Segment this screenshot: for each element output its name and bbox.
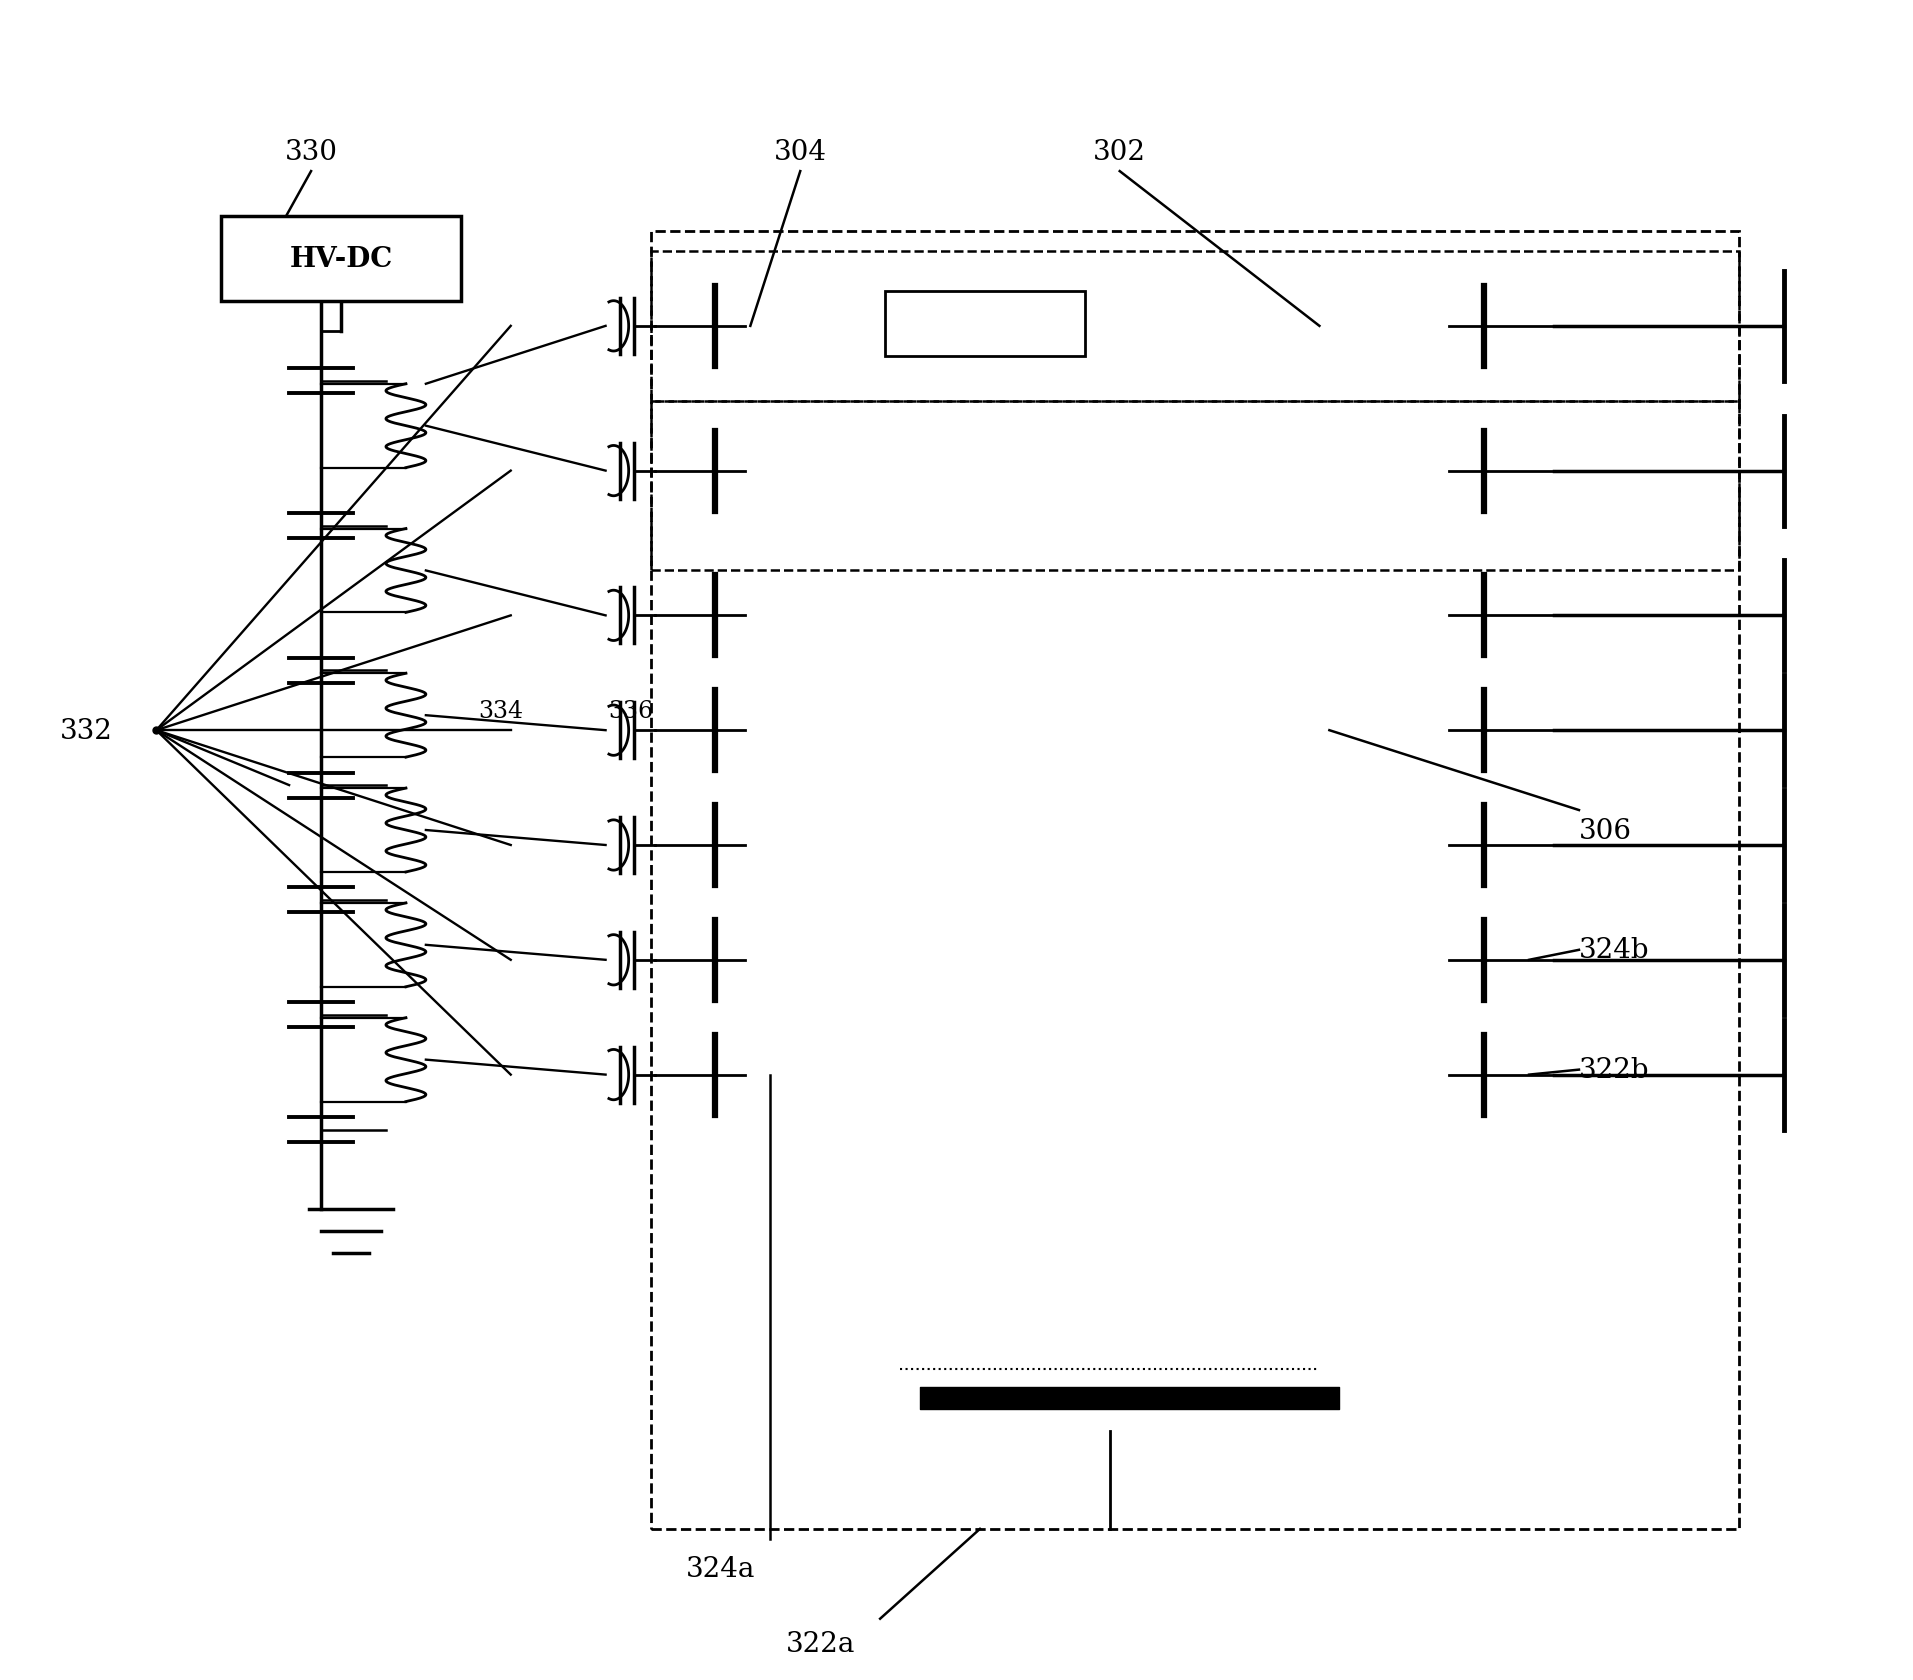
Text: 324b: 324b [1578, 937, 1649, 964]
Text: 322a: 322a [786, 1630, 855, 1656]
Bar [222, 217, 461, 302]
Text: 336: 336 [608, 699, 652, 722]
Text: 304: 304 [773, 138, 826, 166]
Bar [650, 402, 1739, 571]
Text: 334: 334 [478, 699, 524, 722]
Text: 322b: 322b [1578, 1057, 1649, 1084]
Bar [650, 232, 1739, 1529]
Text: 306: 306 [1578, 816, 1632, 843]
Text: HV-DC: HV-DC [289, 245, 392, 272]
Text: 332: 332 [59, 717, 113, 744]
Text: 330: 330 [285, 138, 337, 166]
Bar [886, 292, 1085, 356]
Bar [650, 252, 1739, 402]
Text: 324a: 324a [685, 1556, 756, 1583]
Text: 302: 302 [1092, 138, 1146, 166]
